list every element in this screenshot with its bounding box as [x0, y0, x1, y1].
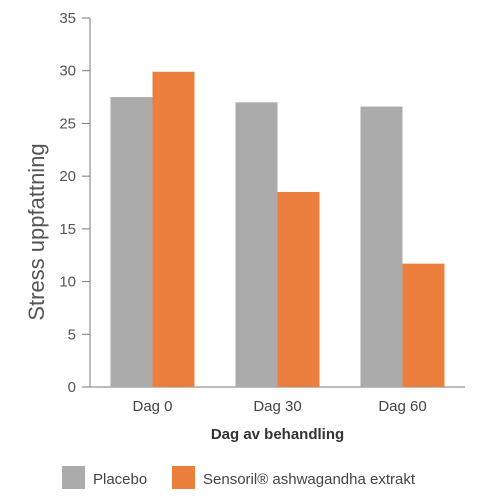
bar-sensoril-2: [277, 191, 320, 387]
y-tick-label: 0: [68, 379, 76, 396]
x-categories: Dag 0 Dag 30 Dag 60: [132, 398, 426, 415]
y-tick-label: 35: [59, 10, 76, 27]
y-tick-label: 30: [59, 63, 76, 80]
bars: [110, 71, 445, 388]
x-category-label: Dag 60: [378, 398, 426, 415]
y-tick-label: 5: [68, 326, 76, 343]
legend-swatch-placebo: [62, 466, 85, 489]
y-tick-label: 25: [59, 115, 76, 132]
x-category-label: Dag 30: [253, 398, 301, 415]
bar-sensoril-3: [402, 263, 445, 387]
legend-swatch-sensoril: [172, 466, 195, 489]
y-ticks: 0 5 10 15 20 25 30 35: [59, 10, 90, 396]
y-tick-label: 15: [59, 221, 76, 238]
bar-placebo-3: [360, 106, 403, 387]
bar-placebo-1: [110, 97, 153, 388]
bar-placebo-2: [235, 102, 278, 387]
y-axis-title: Stress uppfattning: [24, 143, 49, 320]
y-tick-label: 10: [59, 274, 76, 291]
x-category-label: Dag 0: [132, 398, 172, 415]
legend-label-placebo: Placebo: [93, 471, 147, 488]
legend-label-sensoril: Sensoril® ashwagandha extrakt: [203, 471, 416, 488]
x-axis-title: Dag av behandling: [211, 426, 344, 443]
legend: Placebo Sensoril® ashwagandha extrakt: [62, 466, 416, 489]
y-tick-label: 20: [59, 168, 76, 185]
bar-sensoril-1: [152, 71, 195, 388]
